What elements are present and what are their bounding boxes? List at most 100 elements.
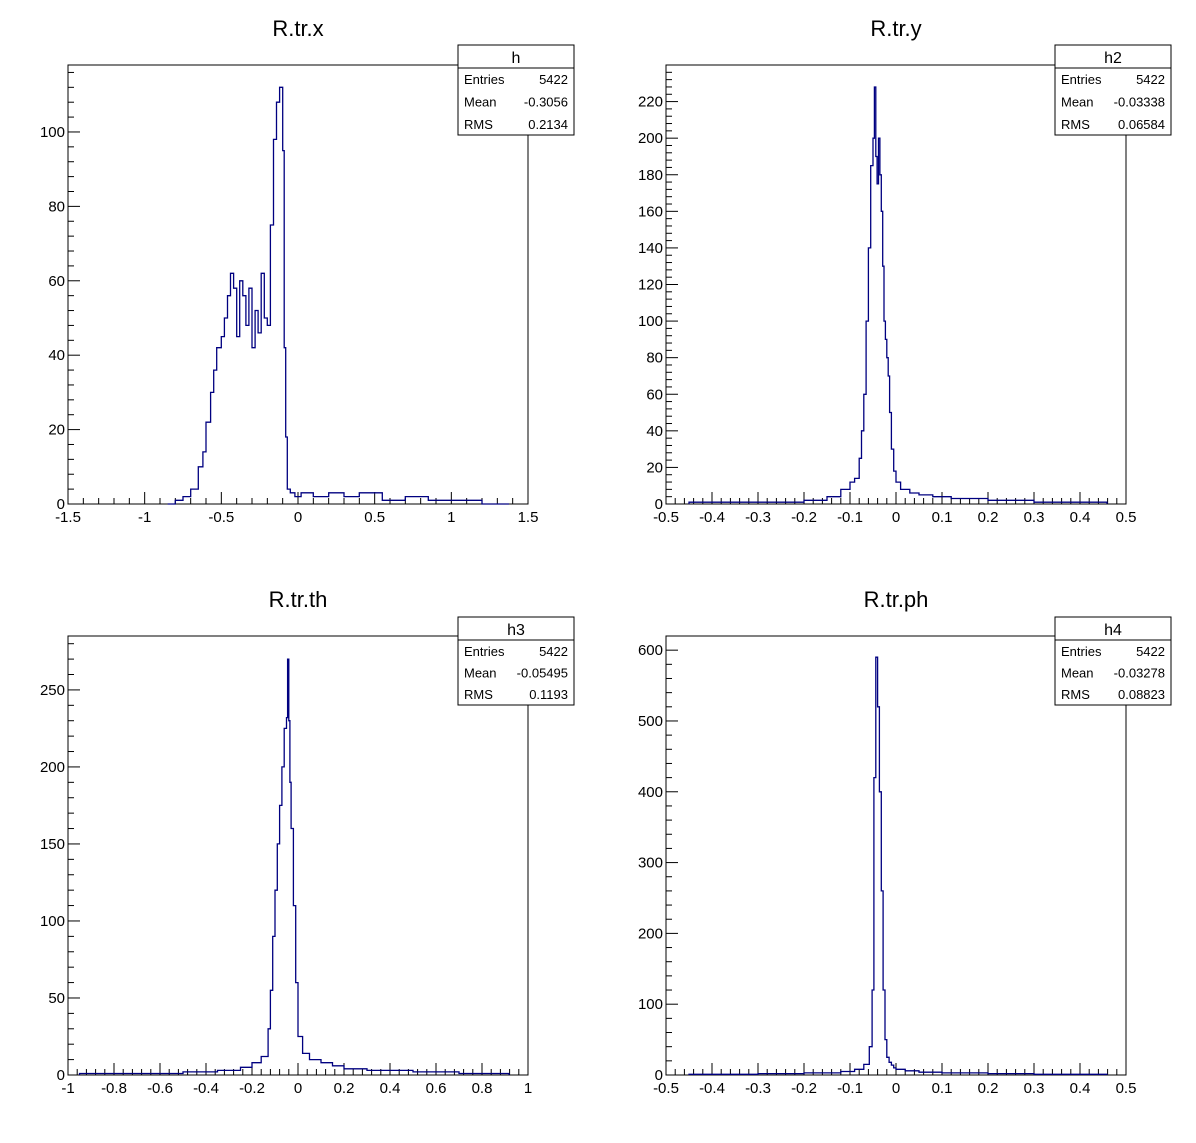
chart-3-title: R.tr.ph (864, 587, 929, 612)
histogram-panel-r-tr-y: R.tr.y -0.5 -0.4 -0.3 -0.2 -0.1 0 0.1 0.2 0.3 0.4 0… (638, 16, 1172, 526)
chart-0-y-tick-label: 60 (48, 273, 65, 290)
chart-2-stats-name: h3 (507, 622, 525, 639)
chart-3-stats-label: Entries (1061, 644, 1102, 659)
chart-2-stats-value: 0.1193 (529, 687, 568, 702)
chart-0-stats-value: 0.2134 (528, 117, 568, 132)
chart-3-stats-label: RMS (1061, 687, 1090, 702)
chart-1-x-tick-label: 0.1 (932, 509, 953, 526)
chart-1-histogram-line (688, 86, 1108, 504)
chart-0-stats-name: h (512, 50, 521, 67)
chart-1-stats-value: -0.03338 (1114, 95, 1165, 110)
chart-2-stats-label: Mean (464, 666, 497, 681)
chart-3-x-tick-label: 0.2 (978, 1080, 999, 1097)
chart-1-x-tick-label: 0.5 (1116, 509, 1137, 526)
chart-0-stats-box (457, 44, 575, 136)
chart-2-stats-box (457, 616, 575, 706)
chart-0-stats-value: -0.3056 (524, 95, 568, 110)
chart-3-x-tick-label: 0 (892, 1080, 900, 1097)
chart-2-x-tick-label: -1 (61, 1080, 74, 1097)
histogram-panel-r-tr-th: R.tr.th-1 -0.8 -0.6 -0.4 -0.2 0 0.2 0.4 0.6 0.8 10… (40, 587, 575, 1097)
histogram-panel-r-tr-ph: R.tr.ph -0.5 -0.4 -0.3 -0.2 -0.1 0 0.1 0.2 0.3 0.4… (638, 587, 1172, 1097)
chart-1-stats-value: 0.06584 (1118, 117, 1165, 132)
chart-1-x-tick-label: -0.1 (837, 509, 863, 526)
chart-1-x-tick-label: 0.2 (978, 509, 999, 526)
chart-2-title: R.tr.th (269, 587, 328, 612)
chart-2-stats-value: -0.05495 (517, 666, 568, 681)
chart-3-y-tick-label: 0 (655, 1067, 663, 1084)
chart-3-stats-name: h4 (1104, 622, 1122, 639)
chart-3-x-tick-label: -0.5 (653, 1080, 679, 1097)
chart-0-x-tick-label: -1.5 (55, 509, 81, 526)
chart-2-y-tick-label: 0 (57, 1067, 65, 1084)
chart-1-y-tick-label: 200 (638, 130, 663, 147)
chart-0-title: R.tr.x (272, 16, 323, 41)
chart-3-stats-label: Mean (1061, 666, 1094, 681)
chart-1-title: R.tr.y (870, 16, 921, 41)
chart-3-x-tick-label: 0.5 (1116, 1080, 1137, 1097)
chart-0-stats-label: RMS (464, 117, 493, 132)
chart-3-x-tick-label: 0.4 (1070, 1080, 1091, 1097)
chart-3-stats-value: 5422 (1136, 644, 1165, 659)
chart-1-stats-label: Mean (1061, 95, 1094, 110)
chart-3-y-tick-label: 400 (638, 784, 663, 801)
chart-2-x-tick-label: 0.2 (334, 1080, 355, 1097)
chart-0-stats-label: Entries (464, 72, 505, 87)
chart-0-y-tick-label: 80 (48, 198, 65, 215)
chart-3-x-tick-label: -0.1 (837, 1080, 863, 1097)
chart-0-x-tick-label: -1 (138, 509, 151, 526)
chart-2-stats-label: Entries (464, 644, 505, 659)
chart-0-x-tick-label: 0 (294, 509, 302, 526)
chart-0-x-tick-label: 1 (447, 509, 455, 526)
chart-1-x-tick-label: 0 (892, 509, 900, 526)
chart-1-y-tick-label: 220 (638, 94, 663, 111)
chart-2-y-tick-label: 50 (48, 990, 65, 1007)
chart-3-y-tick-label: 100 (638, 996, 663, 1013)
chart-0-x-tick-label: -0.5 (208, 509, 234, 526)
chart-1-stats-value: 5422 (1136, 72, 1165, 87)
chart-1-stats-label: RMS (1061, 117, 1090, 132)
chart-2-x-tick-label: -0.4 (193, 1080, 219, 1097)
chart-3-x-tick-label: -0.2 (791, 1080, 817, 1097)
chart-1-x-tick-label: 0.3 (1024, 509, 1045, 526)
chart-2-x-tick-label: -0.6 (147, 1080, 173, 1097)
chart-2-y-tick-label: 250 (40, 682, 65, 699)
chart-3-y-tick-label: 500 (638, 713, 663, 730)
chart-3-y-tick-label: 600 (638, 642, 663, 659)
chart-1-stats-box (1054, 44, 1172, 136)
chart-1-x-tick-label: 0.4 (1070, 509, 1091, 526)
chart-1-y-tick-label: 140 (638, 240, 663, 257)
chart-1-y-tick-label: 120 (638, 277, 663, 294)
chart-3-stats-box (1054, 616, 1172, 706)
chart-2-stats-value: 5422 (539, 644, 568, 659)
chart-2-x-tick-label: 0 (294, 1080, 302, 1097)
chart-0-y-tick-label: 0 (57, 496, 65, 513)
chart-1-y-tick-label: 180 (638, 167, 663, 184)
chart-0-y-tick-label: 20 (48, 422, 65, 439)
chart-1-y-tick-label: 20 (646, 459, 663, 476)
chart-1-y-tick-label: 80 (646, 350, 663, 367)
chart-0-x-tick-label: 1.5 (518, 509, 539, 526)
chart-1-y-tick-label: 40 (646, 423, 663, 440)
chart-3-stats-value: -0.03278 (1114, 666, 1165, 681)
chart-3-y-tick-label: 300 (638, 855, 663, 872)
chart-3-stats-value: 0.08823 (1118, 687, 1165, 702)
chart-1-stats-label: Entries (1061, 72, 1102, 87)
chart-2-histogram-line (78, 658, 510, 1075)
chart-3-x-tick-label: -0.4 (699, 1080, 725, 1097)
chart-3-y-tick-label: 200 (638, 925, 663, 942)
chart-2-x-tick-label: 0.6 (426, 1080, 447, 1097)
chart-2-x-tick-label: 0.4 (380, 1080, 401, 1097)
chart-3-x-tick-label: 0.3 (1024, 1080, 1045, 1097)
chart-2-x-tick-label: 0.8 (472, 1080, 493, 1097)
chart-1-y-tick-label: 60 (646, 386, 663, 403)
chart-2-x-tick-label: -0.2 (239, 1080, 265, 1097)
chart-2-y-tick-label: 100 (40, 913, 65, 930)
chart-1-x-tick-label: -0.4 (699, 509, 725, 526)
chart-1-y-tick-label: 160 (638, 203, 663, 220)
chart-2-y-tick-label: 200 (40, 759, 65, 776)
histogram-panel-r-tr-x: R.tr.x -1.5 -1 -0.5 0 0.5 1 1.5 0 20 40 60 80 100 h Ent… (40, 16, 575, 526)
chart-0-histogram-line (167, 86, 509, 505)
chart-1-y-tick-label: 0 (655, 496, 663, 513)
chart-3-x-tick-label: 0.1 (932, 1080, 953, 1097)
